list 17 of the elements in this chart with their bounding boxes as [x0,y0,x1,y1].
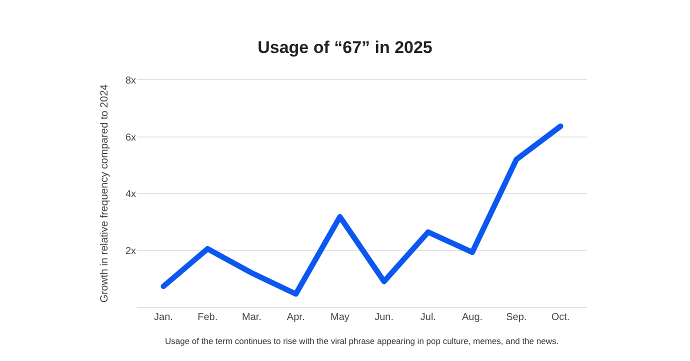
x-tick-label: Jan. [154,312,173,324]
x-tick-label: Aug. [462,312,483,324]
y-axis-title: Growth in relative frequency compared to 2024 [98,84,110,303]
x-tick-label: Apr. [286,312,305,324]
x-tick-label: May [330,312,350,324]
x-tick-label: Jul. [420,312,436,324]
y-tick-label: 8x [125,76,136,86]
y-tick-label: 6x [125,132,136,144]
x-tick-label: Mar. [242,312,262,324]
chart-title: Usage of “67” in 2025 [258,38,432,57]
y-tick-label: 4x [125,189,136,200]
x-tick-label: Jun. [374,312,394,324]
x-tick-label: Oct. [551,312,570,324]
text: Usage of the term continues to rise with the viral phrase appearing in pop culture, memes, and the news. [165,336,559,346]
x-tick-label: Feb. [198,312,218,324]
x-tick-label: Sep. [506,312,527,324]
y-tick-label: 2x [125,246,136,257]
